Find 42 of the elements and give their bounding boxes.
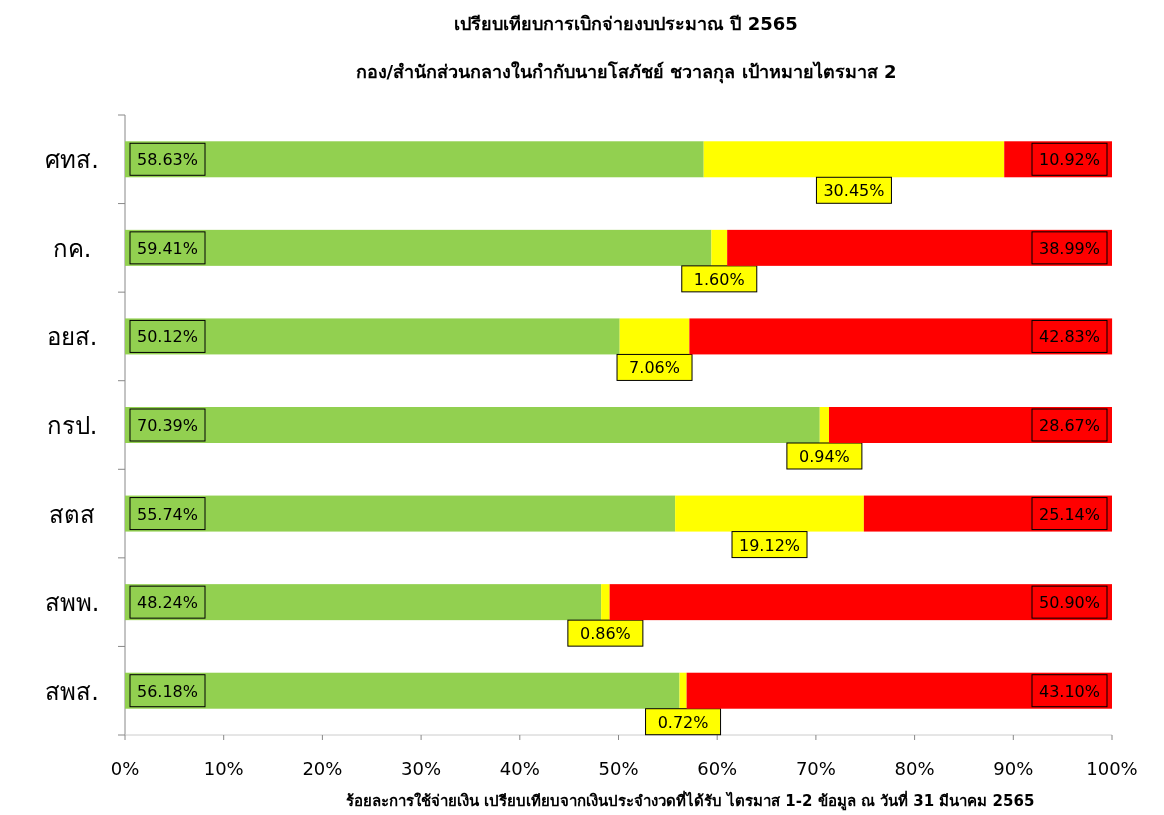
- x-axis-title: ร้อยละการใช้จ่ายเงิน เปรียบเทียบจากเงินประจำงวดที่ได้รับ ไตรมาส 1-2 ข้อมูล ณ วันที่ 31 มีนาคม 2565: [345, 790, 1035, 811]
- x-tick-label: 30%: [401, 758, 442, 779]
- data-label: 56.18%: [136, 681, 199, 701]
- y-tick-label: กค.: [52, 234, 92, 263]
- chart-title: เปรียบเทียบการเบิกจ่ายงบประมาณ ปี 2565: [454, 13, 798, 34]
- data-label: 70.39%: [136, 416, 199, 435]
- y-tick-label: สพส.: [45, 677, 99, 706]
- data-label: 7.06%: [629, 358, 680, 378]
- y-tick-label: สตส: [49, 500, 95, 529]
- data-label: 50.90%: [1038, 593, 1101, 613]
- y-tick-label: กรป.: [46, 412, 98, 440]
- data-label: 1.60%: [693, 269, 745, 289]
- x-tick-label: 80%: [894, 758, 935, 779]
- data-label: 25.14%: [1038, 504, 1101, 524]
- x-tick-label: 100%: [1086, 758, 1138, 779]
- chart-subtitle: กอง/สำนักส่วนกลางในกำกับนายโสภัชย์ ชวาลกุล เป้าหมายไตรมาส 2: [355, 61, 897, 84]
- data-label: 0.86%: [579, 624, 631, 644]
- data-label: 10.92%: [1038, 150, 1101, 170]
- x-tick-label: 70%: [795, 758, 836, 779]
- y-tick-label: อยส.: [46, 323, 98, 352]
- x-tick-label: 60%: [697, 758, 738, 779]
- data-label: 0.72%: [657, 712, 709, 732]
- x-tick-label: 40%: [499, 758, 540, 779]
- x-tick-label: 20%: [302, 758, 343, 779]
- data-label: 42.83%: [1038, 327, 1101, 347]
- x-tick-label: 10%: [203, 758, 244, 779]
- y-tick-label: สพพ.: [44, 589, 100, 618]
- data-label: 19.12%: [739, 535, 801, 555]
- data-label: 28.67%: [1038, 416, 1101, 435]
- data-label: 58.63%: [136, 150, 199, 170]
- y-tick-label: ศทส.: [45, 146, 99, 175]
- data-label: 50.12%: [136, 327, 199, 347]
- data-label: 59.41%: [136, 238, 199, 258]
- data-label: 43.10%: [1038, 681, 1101, 701]
- data-label: 30.45%: [823, 181, 885, 201]
- x-tick-label: 0%: [110, 758, 140, 779]
- data-label: 38.99%: [1038, 238, 1101, 258]
- data-label: 48.24%: [136, 593, 199, 613]
- x-tick-label: 90%: [993, 758, 1034, 779]
- x-tick-label: 50%: [598, 758, 639, 779]
- data-label: 0.94%: [798, 447, 850, 466]
- data-label: 55.74%: [136, 504, 199, 524]
